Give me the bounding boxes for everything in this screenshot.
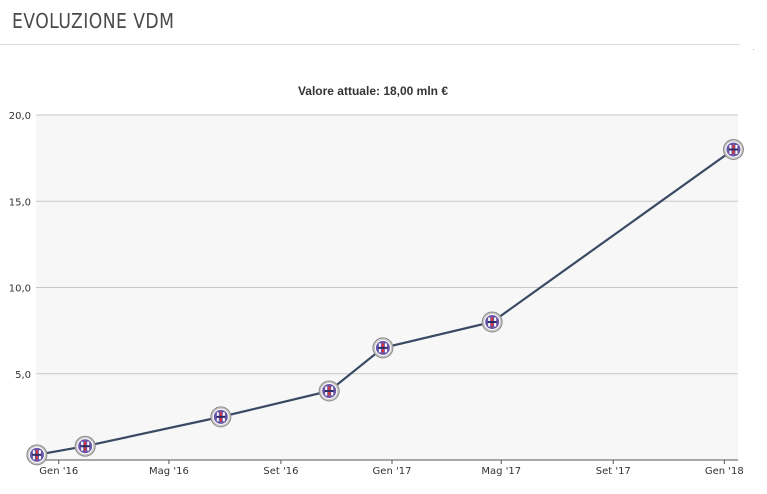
club-crest-icon <box>80 441 90 451</box>
series-layer <box>26 139 744 466</box>
y-tick-label: 15,0 <box>9 197 31 208</box>
data-point[interactable] <box>74 435 96 457</box>
market-value-chart: 5,0 10,0 15,0 20,0 Gen '16 Mag '16 Set '16 Gen … <box>9 84 744 477</box>
corner-mark: · <box>752 44 755 54</box>
x-tick-label: Mag '16 <box>149 466 189 477</box>
x-tick-label: Set '17 <box>596 466 631 477</box>
x-tick-label: Gen '16 <box>39 466 78 477</box>
data-point[interactable] <box>722 139 744 160</box>
x-tick-label: Gen '17 <box>373 466 412 477</box>
club-crest-icon <box>324 386 334 396</box>
page-title: EVOLUZIONE VDM <box>12 9 175 33</box>
x-tick-label: Mag '17 <box>481 466 521 477</box>
y-tick-label: 5,0 <box>15 370 31 381</box>
club-crest-icon <box>378 343 388 353</box>
x-tick-label: Set '16 <box>263 466 298 477</box>
club-crest-icon <box>216 412 226 422</box>
y-tick-label: 20,0 <box>9 111 31 122</box>
data-point[interactable] <box>372 337 394 359</box>
data-point[interactable] <box>210 406 232 428</box>
axes: 5,0 10,0 15,0 20,0 Gen '16 Mag '16 Set '16 Gen … <box>9 111 744 477</box>
data-point[interactable] <box>318 380 340 402</box>
x-tick-label: Gen '18 <box>705 466 744 477</box>
club-crest-icon <box>32 450 42 460</box>
club-crest-icon <box>728 145 738 154</box>
y-tick-label: 10,0 <box>9 284 31 295</box>
data-point[interactable] <box>26 444 48 466</box>
grid-lines <box>36 114 738 375</box>
chart-title: Valore attuale: 18,00 mln € <box>298 84 448 98</box>
data-point[interactable] <box>481 311 503 333</box>
title-divider <box>0 44 740 45</box>
club-crest-icon <box>487 317 497 327</box>
